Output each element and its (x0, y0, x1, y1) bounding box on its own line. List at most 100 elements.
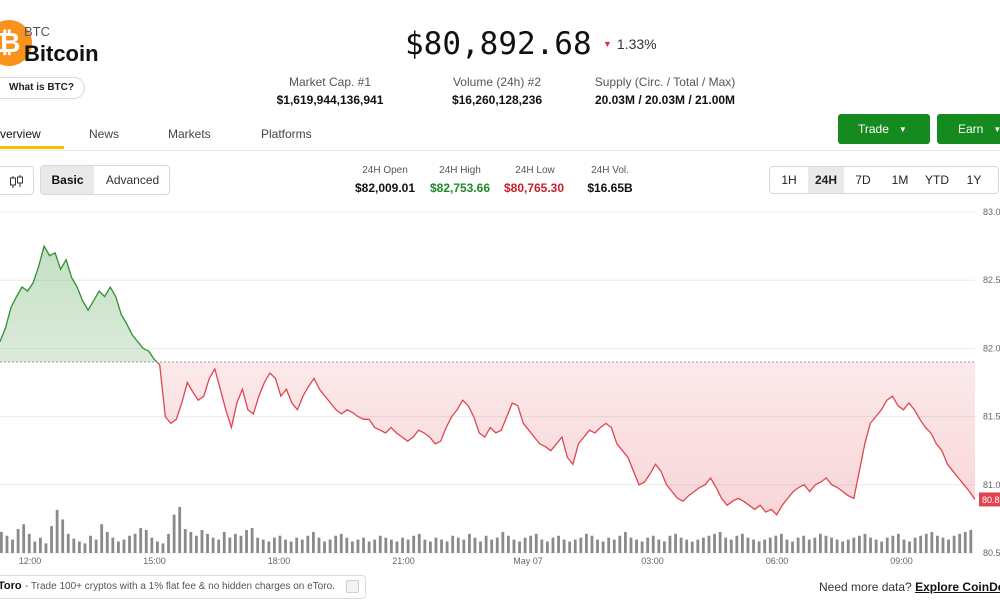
volume-bar (11, 539, 14, 553)
volume-bar (273, 537, 276, 553)
price-change: ▼ 1.33% (603, 36, 657, 52)
x-tick-label: 21:00 (392, 556, 415, 566)
volume-bar (178, 507, 182, 553)
y-tick-label: 82.0 (983, 343, 1000, 353)
volume-bar (473, 537, 477, 553)
volume-bar (852, 537, 856, 553)
volume-bar (167, 533, 170, 553)
volume-bar (707, 535, 711, 553)
volume-bar (936, 535, 939, 553)
price-change-value: 1.33% (616, 36, 657, 52)
volume-24h-label: Volume (24h) #2 (452, 75, 542, 89)
volume-bar (206, 533, 209, 553)
price-area-up (0, 246, 975, 363)
high-24h-label: 24H High (439, 165, 481, 176)
volume-bar (746, 537, 750, 553)
volume-bar (351, 541, 354, 553)
price-chart[interactable]: 83.0 82.5 82.0 81.50 81.00 80.5 12:00 15:00 18:0… (0, 200, 1000, 570)
tabs-divider (0, 150, 1000, 151)
volume-bar (44, 543, 48, 553)
market-cap-label: Market Cap. #1 (288, 75, 372, 89)
volume-bar (618, 535, 622, 553)
volume-bar (317, 537, 321, 553)
volume-bar (690, 541, 694, 553)
y-tick-label: 81.00 (983, 480, 1000, 490)
range-7d-button[interactable]: 7D (855, 173, 871, 187)
range-1m-button[interactable]: 1M (891, 173, 909, 187)
volume-bar (501, 531, 505, 553)
earn-button[interactable]: Earn ▼ (937, 114, 1000, 144)
volume-bar (651, 535, 655, 553)
volume-bar (55, 509, 59, 553)
volume-bar (718, 531, 722, 553)
price-area-down (156, 362, 975, 515)
range-ytd-button[interactable]: YTD (925, 173, 949, 187)
volume-bar (89, 535, 92, 553)
coin-ticker: BTC (24, 24, 50, 39)
range-24h-button[interactable]: 24H (808, 167, 844, 193)
volume-bar (952, 535, 956, 553)
more-data-note: Need more data? Explore CoinDesk (819, 580, 1000, 594)
volume-bar (924, 533, 928, 553)
volume-bar (495, 537, 499, 553)
volume-bar (39, 537, 42, 553)
volume-bar (941, 537, 945, 553)
volume-bar (61, 519, 65, 553)
volume-bar (930, 531, 934, 553)
volume-bar (323, 541, 326, 553)
volume-bar (139, 528, 143, 553)
volume-bar (345, 537, 349, 553)
range-1h-button[interactable]: 1H (781, 173, 797, 187)
volume-bar (551, 537, 555, 553)
volume-bar (328, 539, 332, 553)
x-tick-label: 06:00 (766, 556, 789, 566)
volume-bar (72, 538, 76, 553)
volume-bar (819, 533, 822, 553)
range-1y-button[interactable]: 1Y (966, 173, 982, 187)
volume-bar (908, 541, 911, 553)
close-icon[interactable] (346, 580, 359, 593)
volume-bar (863, 533, 867, 553)
explore-coindesk-link[interactable]: Explore CoinDesk (915, 580, 1000, 594)
volume-bar (401, 537, 404, 553)
coin-name: Bitcoin (24, 41, 99, 66)
volume-bar (417, 533, 421, 553)
volume-bar (440, 539, 443, 553)
volume-bar (646, 537, 650, 553)
volume-bar (334, 535, 338, 553)
volume-bar (172, 514, 176, 553)
active-tab-indicator (0, 146, 64, 149)
volume-bar (869, 537, 872, 553)
candlestick-toggle-button[interactable] (0, 166, 34, 195)
volume-bar (373, 539, 377, 553)
earn-button-label: Earn (958, 122, 984, 136)
volume-bar (963, 531, 967, 553)
volume-bar (741, 533, 744, 553)
basic-mode-button[interactable]: Basic (41, 166, 94, 194)
volume-bar (568, 541, 572, 553)
volume-bar (807, 539, 811, 553)
etoro-banner[interactable] (0, 575, 366, 599)
volume-bar (791, 541, 794, 553)
volume-bar (300, 539, 304, 553)
volume-bar (384, 537, 388, 553)
advanced-mode-button[interactable]: Advanced (105, 173, 160, 187)
trade-button[interactable]: Trade ▼ (838, 114, 930, 144)
volume-bar (406, 539, 410, 553)
what-is-btc-button[interactable]: What is BTC? (0, 77, 85, 99)
tab-news[interactable]: News (89, 127, 120, 141)
volume-bar (607, 537, 611, 553)
volume-bar (824, 535, 828, 553)
volume-bar (835, 539, 839, 553)
volume-bar (969, 530, 973, 553)
tab-overview[interactable]: verview (0, 127, 41, 141)
volume-bar (679, 537, 683, 553)
volume-bar (33, 541, 37, 553)
volume-bar (507, 535, 510, 553)
volume-bar (412, 535, 416, 553)
volume-bar (150, 537, 154, 553)
volume-bar (105, 531, 109, 553)
tab-markets[interactable]: Markets (168, 127, 211, 141)
tab-platforms[interactable]: Platforms (261, 127, 312, 141)
volume-bar (846, 539, 850, 553)
